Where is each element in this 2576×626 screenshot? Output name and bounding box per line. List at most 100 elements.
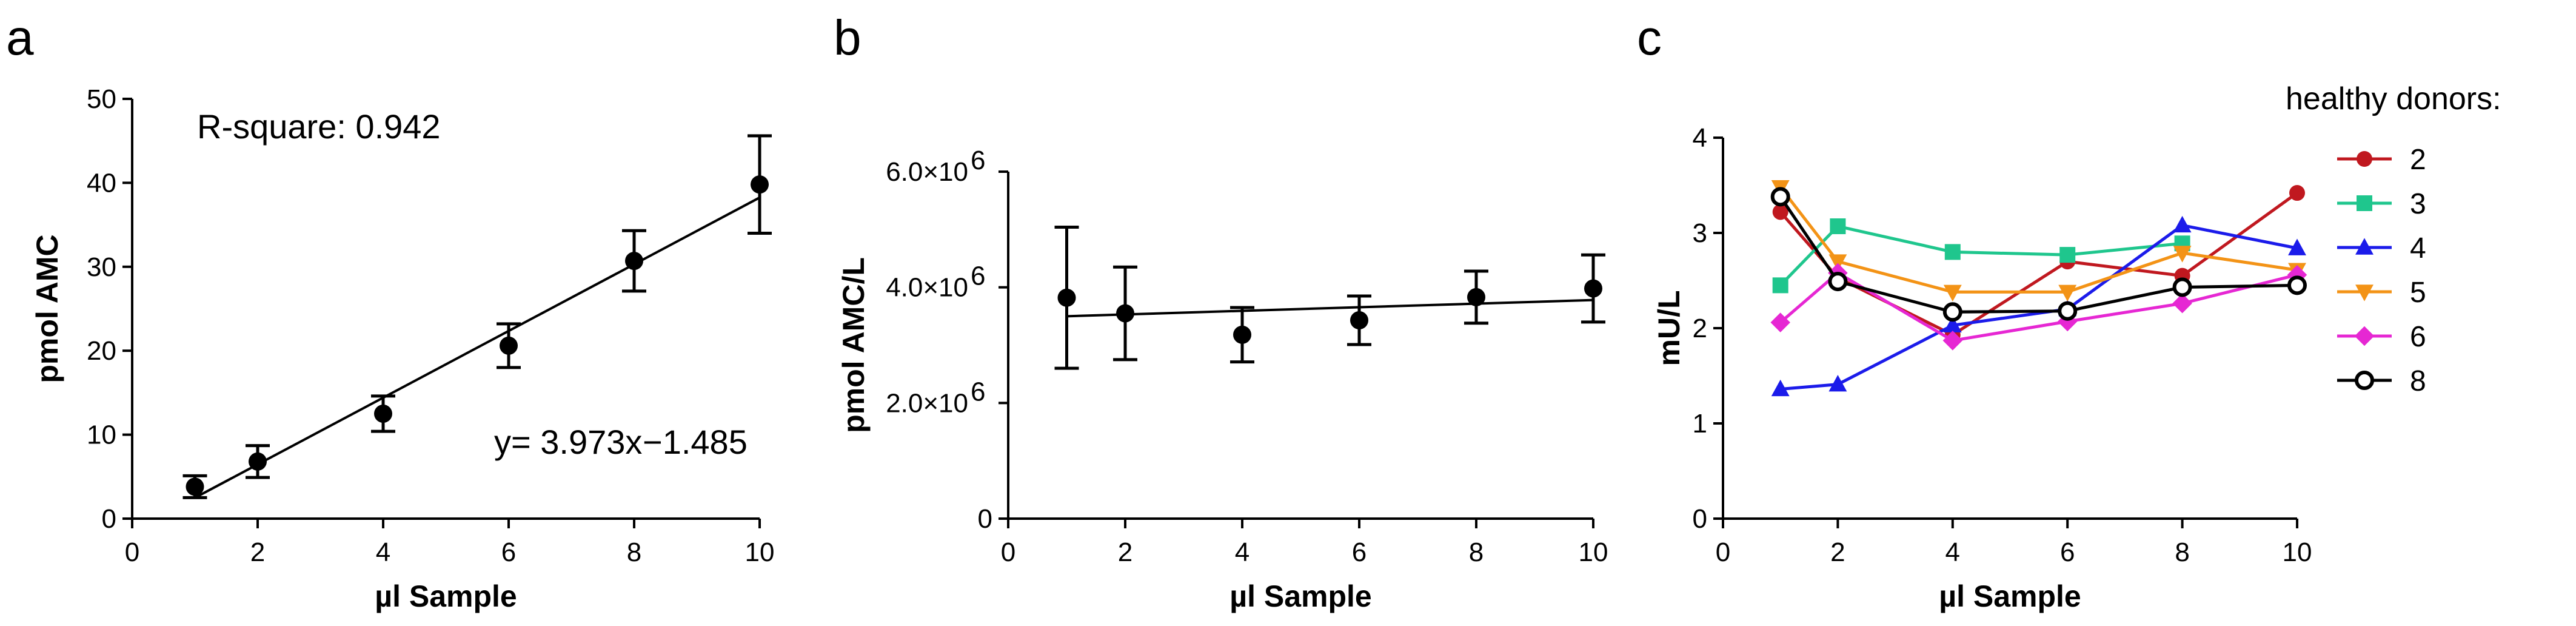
x-tick-label: 0 [125,537,139,567]
legend-label-3: 3 [2410,188,2426,220]
panel-label-c: c [1637,10,1662,66]
legend-marker-8 [2355,371,2374,390]
legend: healthy donors: 2 3 4 5 6 8 [2286,81,2501,397]
data-point-6 [1770,312,1790,332]
x-axis-label: µl Sample [1229,579,1371,613]
data-point-4 [1943,315,1962,332]
x-tick-label: 2 [250,537,265,567]
data-point-4 [1771,379,1790,397]
x-tick-label: 2 [1118,537,1132,567]
y-tick-exponent: 6 [971,146,985,175]
data-point-3 [2059,247,2076,263]
legend-marker-4 [2355,238,2374,255]
x-tick-label: 2 [1830,537,1845,567]
legend-label-6: 6 [2410,321,2426,353]
x-tick-label: 4 [1235,537,1250,567]
series-line-6 [1779,271,2298,343]
x-axis-label: µl Sample [1939,579,2081,613]
data-point-4 [2288,238,2306,255]
y-tick-label: 0 [978,504,992,534]
series-line-8 [1779,195,2298,314]
data-point-5 [1828,254,1847,271]
data-point [186,477,204,496]
equation-intercept-annotation: −1.485 [643,423,748,461]
panel-label-b: b [834,10,861,66]
fit-line [1066,298,1594,318]
data-point-3 [1830,218,1846,235]
data-point [374,405,392,423]
legend-marker-2 [2357,151,2372,167]
x-tick-label: 8 [1469,537,1484,567]
y-tick-label: 0 [1693,504,1707,534]
y-tick-label: 40 [87,168,116,198]
data-point [751,175,769,194]
data-point-3 [1772,277,1788,294]
data-point [1116,304,1134,323]
data-point-4 [2173,215,2192,233]
x-tick-label: 8 [2175,537,2189,567]
data-point [1467,288,1485,306]
equation-annotation: y= 3.973x [494,423,642,461]
data-point [1350,311,1368,330]
x-tick-label: 8 [627,537,641,567]
y-tick-label: 3 [1693,218,1707,248]
y-tick-label: 4 [1693,123,1707,153]
y-tick-label: 50 [87,84,116,114]
data-point-8 [1942,302,1962,322]
data-point [1057,288,1076,307]
data-point-8 [1770,187,1790,207]
y-tick-label: 10 [87,420,116,450]
fit-line [194,196,760,499]
legend-marker-6 [2354,326,2375,346]
legend-label-2: 2 [2410,144,2426,176]
chart-panel-c: 0 2 4 6 8 10 0 1 2 3 4 µl Sample mU/L [1652,123,2312,613]
data-point [500,336,518,355]
x-axis-label: µl Sample [375,579,517,613]
chart-panel-a: 0 2 4 6 8 10 0 10 20 30 40 50 µl Sample pmol AMC R-squ… [30,84,774,613]
y-tick-label: 4.0×10 [886,273,968,303]
y-axis-label: mU/L [1652,291,1686,366]
y-tick-exponent: 6 [971,261,985,291]
y-tick-label: 30 [87,252,116,282]
y-tick-exponent: 6 [971,377,985,406]
data-point-5 [1943,284,1962,301]
x-tick-label: 6 [1352,537,1367,567]
legend-label-8: 8 [2410,365,2426,397]
data-point-8 [1828,272,1848,292]
panel-label-a: a [6,10,34,66]
r-square-annotation: R-square: 0.942 [197,107,441,146]
legend-label-5: 5 [2410,277,2426,309]
data-point-8 [2287,275,2307,295]
x-tick-label: 0 [1716,537,1730,567]
x-tick-label: 0 [1001,537,1015,567]
x-tick-label: 6 [501,537,516,567]
y-tick-label: 0 [102,504,116,534]
y-tick-label: 2 [1693,314,1707,343]
legend-marker-5 [2355,284,2374,301]
x-tick-label: 10 [1579,537,1608,567]
data-point [1233,325,1251,344]
data-point-8 [2058,301,2078,321]
x-tick-label: 6 [2060,537,2075,567]
x-tick-label: 4 [1945,537,1960,567]
y-tick-label: 6.0×10 [886,157,968,187]
data-point-2 [1772,204,1788,220]
data-point-2 [2289,185,2305,201]
data-point [625,252,643,271]
y-tick-label: 2.0×10 [886,388,968,418]
data-point-6 [1942,331,1963,351]
data-point [249,452,267,471]
data-point-3 [1944,244,1961,260]
data-point-5 [2173,246,2192,263]
x-tick-label: 10 [745,537,775,567]
data-point [1584,279,1602,298]
x-tick-label: 4 [376,537,390,567]
series-line-5 [1779,186,2298,294]
y-tick-label: 1 [1693,409,1707,439]
data-point-5 [2058,284,2077,301]
data-point-8 [2172,277,2192,297]
data-point-4 [1828,375,1847,392]
y-axis-label: pmol AMC/L [837,257,871,433]
x-tick-label: 10 [2283,537,2312,567]
